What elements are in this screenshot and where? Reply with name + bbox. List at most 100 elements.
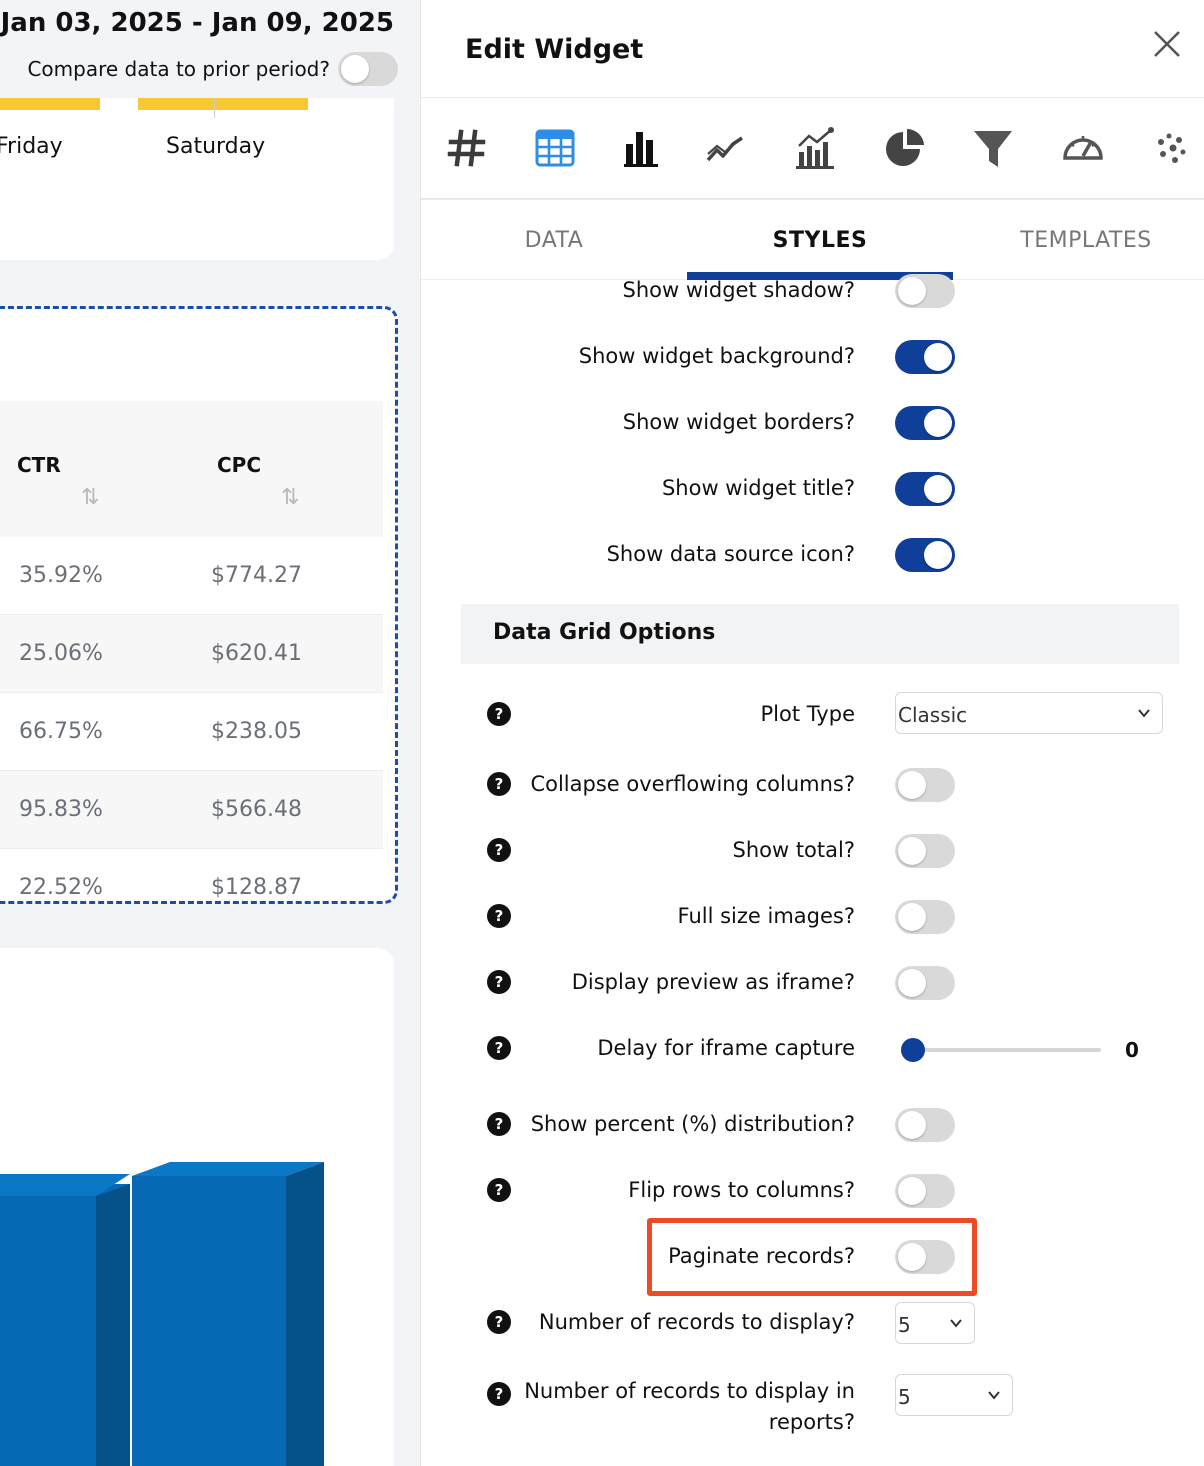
table-row[interactable]: 66.75% $238.05 <box>0 693 383 771</box>
setting-label: Delay for iframe capture <box>597 1036 855 1060</box>
toggle-knob <box>924 409 952 437</box>
sort-icon[interactable]: ⇅ <box>81 485 100 510</box>
combo-chart-icon[interactable] <box>793 126 837 170</box>
table-row[interactable]: 22.52% $128.87 <box>0 849 383 901</box>
toggle-knob <box>341 55 369 83</box>
chart-bar <box>0 98 100 110</box>
x-axis-label: Friday <box>0 134 63 159</box>
setting-preview-iframe: ? Display preview as iframe? <box>421 958 1204 1008</box>
close-button[interactable] <box>1151 28 1183 60</box>
table-row[interactable]: 35.92% $774.27 <box>0 537 383 615</box>
setting-label: Paginate records? <box>668 1244 855 1268</box>
setting-label: Number of records to display in reports? <box>524 1379 855 1434</box>
toggle-knob <box>898 277 926 305</box>
date-range[interactable]: Jan 03, 2025 - Jan 09, 2025 <box>0 8 394 38</box>
toggle-knob <box>898 903 926 931</box>
line-chart-icon[interactable] <box>703 126 747 170</box>
close-icon <box>1154 31 1180 57</box>
setting-widget-shadow: Show widget shadow? <box>421 266 1204 316</box>
gauge-icon[interactable] <box>1061 126 1105 170</box>
bar-chart-widget[interactable]: Friday Saturday <box>0 98 394 260</box>
number-icon[interactable] <box>445 126 489 170</box>
help-icon[interactable]: ? <box>487 904 511 928</box>
setting-label: Show widget shadow? <box>622 278 855 302</box>
setting-label: Show widget title? <box>661 476 855 500</box>
help-icon[interactable]: ? <box>487 1178 511 1202</box>
scatter-icon[interactable] <box>1151 126 1195 170</box>
section-header: Data Grid Options <box>461 604 1179 664</box>
tab-styles[interactable]: STYLES <box>772 228 868 253</box>
chart-bar-side <box>286 1162 324 1466</box>
help-icon[interactable]: ? <box>487 838 511 862</box>
show-total-toggle[interactable] <box>895 834 955 868</box>
setting-widget-title: Show widget title? <box>421 464 1204 514</box>
bar-chart-icon[interactable] <box>619 126 663 170</box>
setting-percent-distribution: ? Show percent (%) distribution? <box>421 1100 1204 1150</box>
setting-collapse-columns: ? Collapse overflowing columns? <box>421 760 1204 810</box>
table-cell: 95.83% <box>19 797 103 822</box>
delay-slider-handle[interactable] <box>901 1038 925 1062</box>
help-icon[interactable]: ? <box>487 1112 511 1136</box>
records-select[interactable]: 5 <box>895 1302 975 1344</box>
setting-widget-background: Show widget background? <box>421 332 1204 382</box>
chart-bar <box>132 1176 286 1466</box>
widget-shadow-toggle[interactable] <box>895 274 955 308</box>
panel-title: Edit Widget <box>465 34 644 65</box>
paginate-records-toggle[interactable] <box>895 1240 955 1274</box>
setting-data-source-icon: Show data source icon? <box>421 530 1204 580</box>
setting-label: Plot Type <box>760 702 856 726</box>
table-row[interactable]: 95.83% $566.48 <box>0 771 383 849</box>
compare-label: Compare data to prior period? <box>27 57 330 81</box>
help-icon[interactable]: ? <box>487 702 511 726</box>
toggle-knob <box>924 541 952 569</box>
help-icon[interactable]: ? <box>487 1310 511 1334</box>
3d-bar-chart-widget[interactable] <box>0 948 394 1466</box>
chevron-down-icon <box>950 1319 962 1328</box>
records-reports-select[interactable]: 5 <box>895 1374 1013 1416</box>
panel-header: Edit Widget <box>421 0 1204 98</box>
flip-rows-toggle[interactable] <box>895 1174 955 1208</box>
compare-toggle[interactable] <box>338 52 398 86</box>
help-icon[interactable]: ? <box>487 970 511 994</box>
sort-icon[interactable]: ⇅ <box>281 485 300 510</box>
table-cell: $238.05 <box>211 719 302 744</box>
widget-background-toggle[interactable] <box>895 340 955 374</box>
chevron-down-icon <box>988 1391 1000 1400</box>
help-icon[interactable]: ? <box>487 1036 511 1060</box>
table-cell: 25.06% <box>19 641 103 666</box>
pie-chart-icon[interactable] <box>883 126 927 170</box>
plot-type-select[interactable]: Classic <box>895 692 1163 734</box>
full-size-images-toggle[interactable] <box>895 900 955 934</box>
axis-tick <box>214 98 215 118</box>
tab-data[interactable]: DATA <box>524 228 584 253</box>
help-icon[interactable]: ? <box>487 772 511 796</box>
column-header-ctr[interactable]: CTR <box>17 453 61 477</box>
funnel-icon[interactable] <box>971 126 1015 170</box>
setting-label: Show total? <box>732 838 855 862</box>
widget-borders-toggle[interactable] <box>895 406 955 440</box>
toggle-knob <box>898 1111 926 1139</box>
percent-distribution-toggle[interactable] <box>895 1108 955 1142</box>
data-grid-widget[interactable]: CTR CPC ⇅ ⇅ 35.92% $774.27 25.06% $620.4… <box>0 306 398 904</box>
help-icon[interactable]: ? <box>487 1382 511 1406</box>
setting-label: Show widget background? <box>578 344 855 368</box>
x-axis-label: Saturday <box>166 134 266 159</box>
select-value: 5 <box>898 1385 911 1409</box>
table-cell: $620.41 <box>211 641 302 666</box>
setting-flip-rows: ? Flip rows to columns? <box>421 1166 1204 1216</box>
widget-title-toggle[interactable] <box>895 472 955 506</box>
collapse-columns-toggle[interactable] <box>895 768 955 802</box>
table-cell: $128.87 <box>211 875 302 900</box>
column-header-cpc[interactable]: CPC <box>217 453 262 477</box>
toggle-knob <box>898 1177 926 1205</box>
3d-bar-chart <box>0 1162 324 1466</box>
chart-bar-top <box>0 1174 130 1196</box>
table-row[interactable]: 25.06% $620.41 <box>0 615 383 693</box>
data-source-icon-toggle[interactable] <box>895 538 955 572</box>
tab-templates[interactable]: TEMPLATES <box>1020 228 1152 253</box>
preview-iframe-toggle[interactable] <box>895 966 955 1000</box>
table-icon[interactable] <box>533 126 577 170</box>
delay-value: 0 <box>1125 1038 1139 1062</box>
delay-slider-track[interactable] <box>911 1048 1101 1052</box>
setting-iframe-delay: ? Delay for iframe capture <box>421 1024 1204 1074</box>
